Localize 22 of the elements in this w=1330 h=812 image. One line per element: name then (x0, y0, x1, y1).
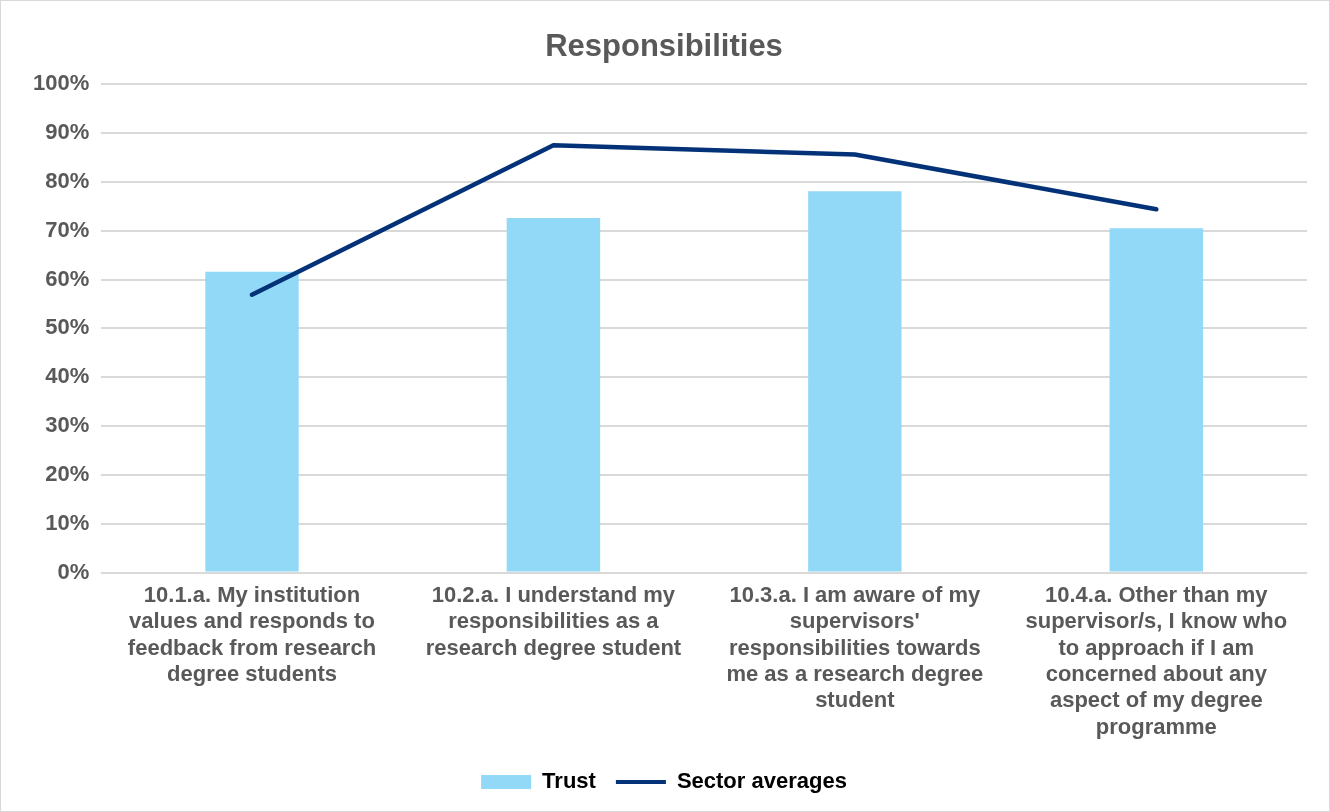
x-tick-label: 10.3.a. I am aware of my supervisors' responsibilities towards me as a research degree student (726, 581, 984, 713)
y-tick-label: 40% (45, 363, 90, 389)
bar (506, 218, 601, 572)
y-tick-label: 100% (32, 70, 90, 96)
y-tick-label: 90% (45, 119, 90, 145)
y-tick-label: 50% (45, 314, 90, 340)
y-tick-label: 80% (45, 167, 90, 193)
legend-label: Sector averages (676, 768, 847, 794)
bar (1109, 228, 1204, 572)
y-tick-label: 0% (57, 558, 90, 584)
chart-title: Responsibilities (545, 28, 783, 64)
bar (808, 191, 902, 572)
y-tick-label: 70% (45, 216, 90, 242)
x-tick-label: 10.1.a. My institution values and responds to feedback from research degree students (127, 581, 377, 687)
y-tick-label: 20% (45, 460, 90, 486)
y-tick-label: 30% (45, 412, 90, 438)
y-tick-label: 10% (45, 509, 90, 535)
legend-label: Trust (542, 768, 597, 794)
x-tick-label: 10.4.a. Other than my supervisor/s, I know who to approach if I am concerned about any aspect of my degree programme (1025, 581, 1288, 739)
x-tick-label: 10.2.a. I understand my responsibilities as a research degree student (425, 581, 682, 660)
bar (205, 271, 299, 572)
y-tick-label: 60% (45, 265, 90, 291)
